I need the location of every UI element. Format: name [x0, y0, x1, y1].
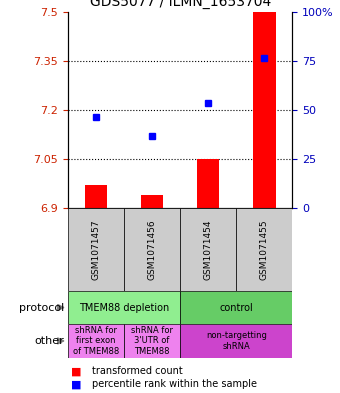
Text: TMEM88 depletion: TMEM88 depletion: [79, 303, 169, 312]
Bar: [68, 208, 124, 291]
Text: GSM1071455: GSM1071455: [260, 219, 269, 280]
Bar: [141, 195, 163, 208]
Text: GSM1071454: GSM1071454: [204, 219, 213, 280]
Bar: [124, 324, 180, 358]
Text: control: control: [219, 303, 253, 312]
Text: GSM1071456: GSM1071456: [148, 219, 157, 280]
Bar: [68, 291, 180, 324]
Bar: [253, 12, 276, 208]
Bar: [180, 291, 292, 324]
Text: transformed count: transformed count: [92, 366, 183, 376]
Bar: [197, 159, 220, 208]
Text: non-targetting
shRNA: non-targetting shRNA: [206, 331, 267, 351]
Bar: [85, 185, 107, 208]
Text: shRNA for
3'UTR of
TMEM88: shRNA for 3'UTR of TMEM88: [131, 326, 173, 356]
Text: protocol: protocol: [19, 303, 65, 312]
Bar: [180, 324, 292, 358]
Bar: [124, 208, 180, 291]
Bar: [236, 208, 292, 291]
Text: other: other: [35, 336, 65, 346]
Text: GSM1071457: GSM1071457: [91, 219, 101, 280]
Text: percentile rank within the sample: percentile rank within the sample: [92, 379, 257, 389]
Text: ■: ■: [71, 379, 82, 389]
Bar: [68, 324, 124, 358]
Text: shRNA for
first exon
of TMEM88: shRNA for first exon of TMEM88: [73, 326, 119, 356]
Bar: [180, 208, 236, 291]
Title: GDS5077 / ILMN_1653704: GDS5077 / ILMN_1653704: [89, 0, 271, 9]
Text: ■: ■: [71, 366, 82, 376]
